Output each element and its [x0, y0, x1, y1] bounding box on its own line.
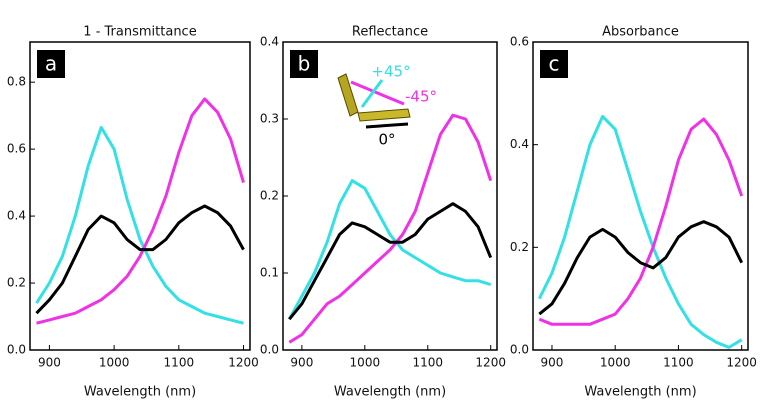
- y-tick-label: 0.2: [260, 189, 279, 203]
- plot-frame: [282, 41, 498, 351]
- series-line: [538, 220, 744, 316]
- x-tick-label: 900: [290, 356, 313, 370]
- series-line: [287, 179, 492, 320]
- rod: [357, 108, 411, 122]
- panel-letter-box: [37, 50, 65, 78]
- y-tick-label: 0.8: [7, 75, 26, 89]
- x-tick-label: 900: [541, 356, 564, 370]
- panel-letter: a: [45, 52, 57, 76]
- panel-letter-box: [290, 50, 318, 78]
- y-tick-label: 0.4: [510, 137, 529, 151]
- series-line: [537, 114, 743, 349]
- y-tick-label: 0.2: [510, 240, 529, 254]
- rod: [337, 73, 359, 117]
- x-tick-label: 1000: [99, 356, 130, 370]
- y-tick-label: 0.4: [7, 209, 26, 223]
- series-line: [35, 125, 244, 325]
- y-tick-label: 0.3: [260, 112, 279, 126]
- panel-title: 1 - Transmittance: [83, 25, 196, 40]
- panel-letter: b: [298, 52, 311, 76]
- y-tick-label: 0.0: [510, 343, 529, 357]
- x-tick-label: 1200: [726, 356, 757, 370]
- x-tick-label: 1000: [350, 356, 381, 370]
- legend-label: +45°: [371, 63, 410, 81]
- panel-title: Absorbance: [602, 25, 679, 40]
- panel-letter: c: [549, 52, 560, 76]
- x-tick-label: 1000: [600, 356, 631, 370]
- y-tick-label: 0.1: [260, 266, 279, 280]
- series-line: [288, 113, 493, 344]
- panel-title: Reflectance: [352, 25, 428, 40]
- x-tick-label: 1200: [475, 356, 506, 370]
- series-line: [288, 202, 493, 321]
- arrow: [360, 79, 384, 108]
- series-line: [36, 97, 245, 325]
- y-tick-label: 0.6: [7, 142, 26, 156]
- x-tick-label: 1100: [412, 356, 443, 370]
- legend-label: -45°: [405, 88, 437, 106]
- arrow: [350, 80, 405, 106]
- y-tick-label: 0.0: [260, 343, 279, 357]
- arrow: [365, 122, 409, 129]
- y-tick-label: 0.4: [260, 35, 279, 49]
- x-tick-label: 1200: [228, 356, 259, 370]
- plot-frame: [29, 41, 251, 351]
- y-tick-label: 0.6: [510, 35, 529, 49]
- x-tick-label: 900: [38, 356, 61, 370]
- panel-letter-box: [540, 50, 568, 78]
- x-tick-label: 1100: [663, 356, 694, 370]
- legend-label: 0°: [378, 131, 395, 149]
- plot-frame: [532, 41, 749, 351]
- series-line: [538, 117, 744, 326]
- y-tick-label: 0.2: [7, 276, 26, 290]
- x-axis-label: Wavelength (nm): [84, 385, 196, 400]
- x-axis-label: Wavelength (nm): [584, 385, 696, 400]
- x-axis-label: Wavelength (nm): [334, 385, 446, 400]
- series-line: [35, 204, 245, 315]
- x-tick-label: 1100: [164, 356, 195, 370]
- y-tick-label: 0.0: [7, 343, 26, 357]
- inset: [337, 73, 411, 129]
